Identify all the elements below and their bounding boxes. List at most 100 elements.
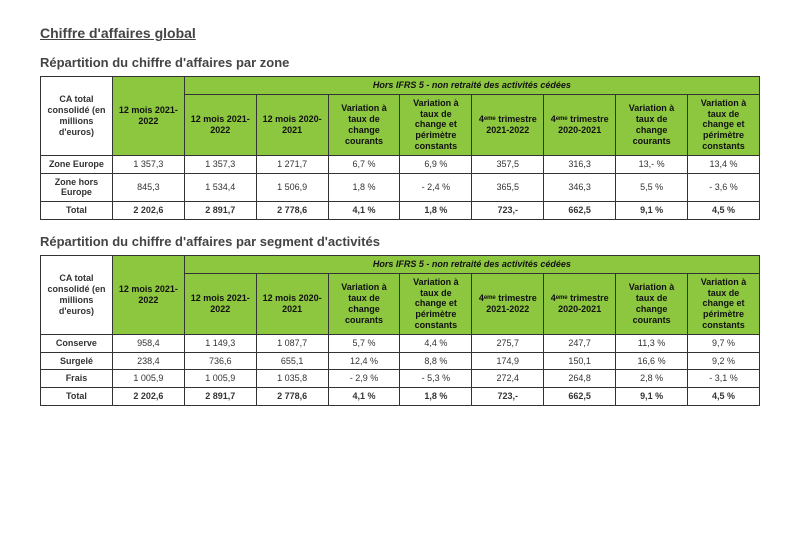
t2-body: Conserve958,41 149,31 087,75,7 %4,4 %275… — [41, 334, 760, 405]
table-cell: 11,3 % — [616, 334, 688, 352]
table-cell: 9,1 % — [616, 388, 688, 406]
table-cell: 4,5 % — [688, 388, 760, 406]
t2-h5: Variation à taux de change courants — [328, 273, 400, 334]
row-label: Zone Europe — [41, 155, 113, 173]
t1-body: Zone Europe1 357,31 357,31 271,76,7 %6,9… — [41, 155, 760, 219]
table-cell: 272,4 — [472, 370, 544, 388]
table-cell: 16,6 % — [616, 352, 688, 370]
t2-h4: 12 mois 2020-2021 — [256, 273, 328, 334]
table-cell: 1 534,4 — [184, 173, 256, 202]
table-cell: 1 087,7 — [256, 334, 328, 352]
t2-h3: 12 mois 2021-2022 — [184, 273, 256, 334]
table-row: Frais1 005,91 005,91 035,8- 2,9 %- 5,3 %… — [41, 370, 760, 388]
table-cell: 357,5 — [472, 155, 544, 173]
row-label: Total — [41, 202, 113, 220]
table-cell: 2 891,7 — [184, 388, 256, 406]
table-cell: 264,8 — [544, 370, 616, 388]
table-row: Total2 202,62 891,72 778,64,1 %1,8 %723,… — [41, 388, 760, 406]
table-cell: 655,1 — [256, 352, 328, 370]
table-cell: 9,7 % — [688, 334, 760, 352]
table-cell: 13,- % — [616, 155, 688, 173]
table-cell: 2 891,7 — [184, 202, 256, 220]
t2-h10: Variation à taux de change et périmètre … — [688, 273, 760, 334]
table-cell: 4,5 % — [688, 202, 760, 220]
t2-banner: Hors IFRS 5 - non retraité des activités… — [184, 255, 759, 273]
t2-h9: Variation à taux de change courants — [616, 273, 688, 334]
t1-h1: CA total consolidé (en millions d'euros) — [41, 77, 113, 156]
table-cell: 2 778,6 — [256, 388, 328, 406]
table-cell: 6,7 % — [328, 155, 400, 173]
table-cell: 736,6 — [184, 352, 256, 370]
table-cell: 150,1 — [544, 352, 616, 370]
table-row: Zone hors Europe845,31 534,41 506,91,8 %… — [41, 173, 760, 202]
table2-subtitle: Répartition du chiffre d'affaires par se… — [40, 234, 760, 249]
table-cell: 1 357,3 — [112, 155, 184, 173]
table-cell: - 2,9 % — [328, 370, 400, 388]
table-cell: 247,7 — [544, 334, 616, 352]
t1-h2: 12 mois 2021-2022 — [112, 77, 184, 156]
table-cell: 2 202,6 — [112, 202, 184, 220]
t1-h6: Variation à taux de change et périmètre … — [400, 94, 472, 155]
table-cell: 1,8 % — [400, 202, 472, 220]
table-cell: 174,9 — [472, 352, 544, 370]
table1-subtitle: Répartition du chiffre d'affaires par zo… — [40, 55, 760, 70]
t2-h1: CA total consolidé (en millions d'euros) — [41, 255, 113, 334]
table-segment: CA total consolidé (en millions d'euros)… — [40, 255, 760, 406]
table-cell: - 3,1 % — [688, 370, 760, 388]
table-cell: 662,5 — [544, 202, 616, 220]
table-cell: 1 357,3 — [184, 155, 256, 173]
table-cell: 2 202,6 — [112, 388, 184, 406]
table-cell: 723,- — [472, 388, 544, 406]
table-cell: 2,8 % — [616, 370, 688, 388]
table-cell: 4,1 % — [328, 202, 400, 220]
table-cell: - 2,4 % — [400, 173, 472, 202]
t1-h10: Variation à taux de change et périmètre … — [688, 94, 760, 155]
table-cell: 1,8 % — [328, 173, 400, 202]
table-cell: 2 778,6 — [256, 202, 328, 220]
table-cell: 9,1 % — [616, 202, 688, 220]
row-label: Surgelé — [41, 352, 113, 370]
table-cell: 12,4 % — [328, 352, 400, 370]
t1-h3: 12 mois 2021-2022 — [184, 94, 256, 155]
table-cell: 662,5 — [544, 388, 616, 406]
t1-h7: 4ᵉᵐᵉ trimestre 2021-2022 — [472, 94, 544, 155]
t1-h4: 12 mois 2020-2021 — [256, 94, 328, 155]
table-cell: 958,4 — [112, 334, 184, 352]
table-cell: 845,3 — [112, 173, 184, 202]
table-cell: 1 506,9 — [256, 173, 328, 202]
row-label: Conserve — [41, 334, 113, 352]
table-cell: 1 271,7 — [256, 155, 328, 173]
table-cell: 365,5 — [472, 173, 544, 202]
t1-banner: Hors IFRS 5 - non retraité des activités… — [184, 77, 759, 95]
table-cell: 9,2 % — [688, 352, 760, 370]
table-cell: 5,7 % — [328, 334, 400, 352]
table-zone: CA total consolidé (en millions d'euros)… — [40, 76, 760, 220]
t2-h6: Variation à taux de change et périmètre … — [400, 273, 472, 334]
table-cell: - 5,3 % — [400, 370, 472, 388]
t2-h2: 12 mois 2021-2022 — [112, 255, 184, 334]
table-cell: 13,4 % — [688, 155, 760, 173]
t1-h8: 4ᵉᵐᵉ trimestre 2020-2021 — [544, 94, 616, 155]
table-cell: 5,5 % — [616, 173, 688, 202]
table-cell: 238,4 — [112, 352, 184, 370]
table-row: Total2 202,62 891,72 778,64,1 %1,8 %723,… — [41, 202, 760, 220]
table-cell: 1 005,9 — [112, 370, 184, 388]
table-cell: 1 035,8 — [256, 370, 328, 388]
table-row: Zone Europe1 357,31 357,31 271,76,7 %6,9… — [41, 155, 760, 173]
table-cell: 6,9 % — [400, 155, 472, 173]
table-cell: 8,8 % — [400, 352, 472, 370]
row-label: Frais — [41, 370, 113, 388]
table-cell: 4,1 % — [328, 388, 400, 406]
table-cell: 346,3 — [544, 173, 616, 202]
table-cell: 275,7 — [472, 334, 544, 352]
table-cell: 1,8 % — [400, 388, 472, 406]
table-cell: 4,4 % — [400, 334, 472, 352]
t1-h9: Variation à taux de change courants — [616, 94, 688, 155]
row-label: Total — [41, 388, 113, 406]
table-row: Conserve958,41 149,31 087,75,7 %4,4 %275… — [41, 334, 760, 352]
table-cell: 1 149,3 — [184, 334, 256, 352]
table-cell: 316,3 — [544, 155, 616, 173]
table-cell: - 3,6 % — [688, 173, 760, 202]
table-cell: 1 005,9 — [184, 370, 256, 388]
t2-h7: 4ᵉᵐᵉ trimestre 2021-2022 — [472, 273, 544, 334]
